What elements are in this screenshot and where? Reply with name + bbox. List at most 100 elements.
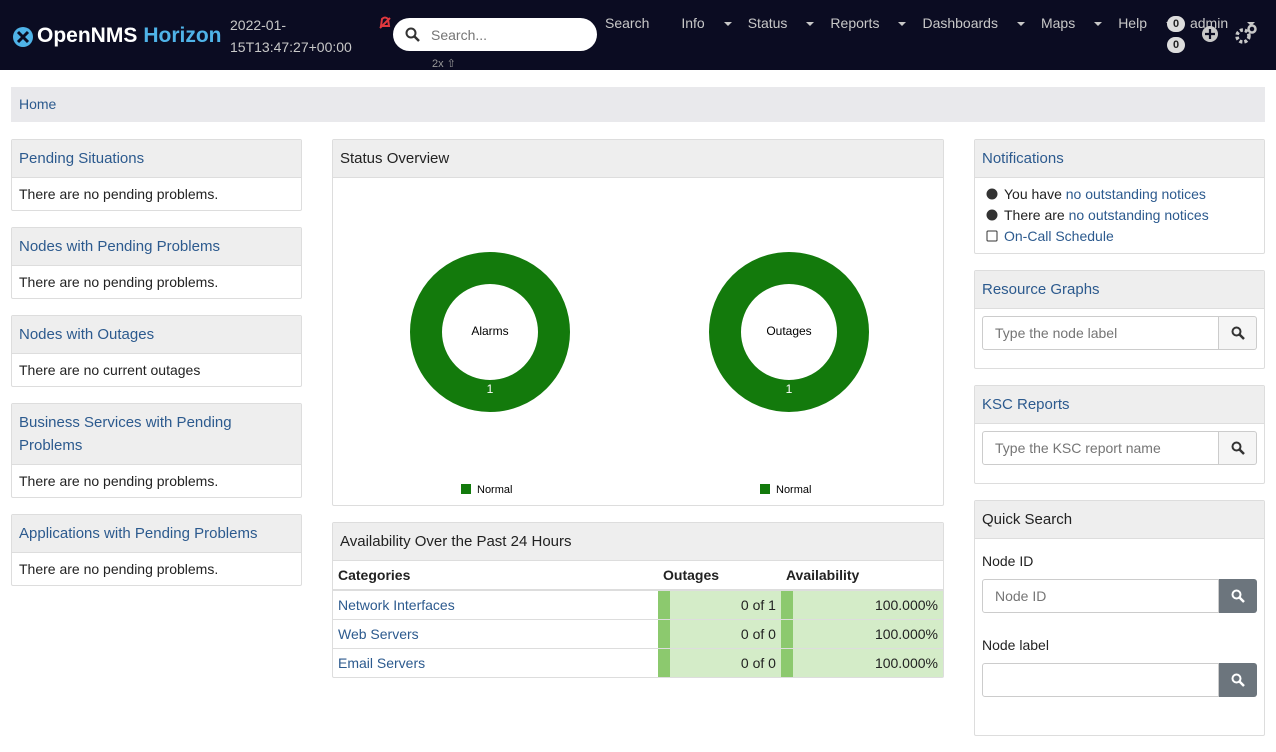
table-cell: 0 of 0 (670, 619, 781, 649)
icon-shape (1238, 448, 1245, 455)
notification-link[interactable]: no outstanding notices (1068, 207, 1209, 223)
status-panel: Status Overview 1 Alarms Normal 1 Outages Nor… (332, 139, 944, 506)
cell-text: 100.000% (874, 655, 938, 671)
panel: Pending Situations There are no pending p… (11, 139, 302, 211)
donut-value: 1 (786, 382, 793, 396)
menu-item[interactable]: Help (1118, 15, 1174, 31)
input-group (982, 316, 1257, 350)
panel-body: Node ID Node label (975, 539, 1264, 735)
table-header: Categories Outages Availability (333, 561, 943, 591)
column-header: Outages (658, 561, 781, 591)
menu-item[interactable]: admin (1190, 15, 1256, 31)
search-hint: 2x ⇧ (432, 58, 456, 70)
badge[interactable]: 0 (1167, 37, 1185, 53)
menu-item[interactable]: Search (605, 15, 665, 31)
badge[interactable]: 0 (1167, 16, 1185, 32)
breadcrumb-home[interactable]: Home (19, 96, 57, 112)
menu-item[interactable]: Reports (830, 15, 907, 31)
panel-heading[interactable]: Nodes with Outages (12, 316, 301, 354)
menu-label: Help (1118, 15, 1147, 31)
panel-heading[interactable]: Business Services with Pending Problems (12, 404, 301, 465)
notification-link[interactable]: On-Call Schedule (1004, 228, 1114, 244)
status-bar (658, 648, 670, 677)
text-input[interactable] (982, 316, 1219, 350)
panel-heading: Quick Search (975, 501, 1264, 539)
caret (1247, 22, 1256, 26)
cell-text: 0 of 0 (740, 626, 776, 642)
panel: Quick Search Node ID Node label (974, 500, 1265, 736)
panel: Nodes with Outages There are no current o… (11, 315, 302, 387)
caret (723, 22, 732, 26)
page: html,body{margin:0;padding:0;width:1276p… (0, 0, 1276, 736)
settings-icon[interactable] (1234, 23, 1258, 45)
panel: KSC Reports (974, 385, 1265, 484)
search-icon (1231, 589, 1245, 603)
panel-heading[interactable]: Applications with Pending Problems (12, 515, 301, 553)
donut-segment (709, 252, 869, 412)
category-link[interactable]: Network Interfaces (338, 597, 455, 613)
search-icon (1231, 326, 1245, 340)
search-icon (405, 27, 420, 42)
text-input[interactable] (982, 663, 1219, 697)
caret (898, 22, 907, 26)
menu-item[interactable]: Status (748, 15, 815, 31)
category-link[interactable]: Web Servers (338, 626, 419, 642)
panel: Business Services with Pending Problems T… (11, 403, 302, 498)
panel-body: There are no pending problems. (19, 473, 219, 489)
caret (1016, 22, 1025, 26)
column-header: Categories (333, 561, 658, 591)
column-header: Availability (780, 561, 943, 591)
text-input[interactable] (982, 431, 1219, 465)
brand-name: OpenNMS (37, 24, 138, 47)
brand-suffix: Horizon (143, 24, 222, 47)
status-bar (780, 619, 793, 649)
breadcrumb[interactable]: Home (11, 87, 1265, 122)
navbar: OpenNMS Horizon 2022-01-15T13:47:27+00:00… (0, 0, 1276, 70)
notification-link[interactable]: no outstanding notices (1065, 186, 1206, 202)
table-row: Email Servers 0 of 0 100.000% (333, 648, 943, 677)
search-button[interactable] (1219, 663, 1257, 697)
panel-heading[interactable]: KSC Reports (975, 386, 1264, 424)
panel-heading[interactable]: Notifications (975, 140, 1264, 178)
panel-heading[interactable]: Nodes with Pending Problems (12, 228, 301, 266)
panel-heading[interactable]: Resource Graphs (975, 271, 1264, 309)
icon (986, 188, 998, 200)
text-input[interactable] (982, 579, 1219, 613)
donut-label: Alarms (471, 324, 508, 338)
panel-body (975, 309, 1264, 368)
icon-shape (1238, 596, 1245, 603)
icon (986, 209, 998, 221)
input-group (982, 431, 1257, 465)
notification-text: You have (1004, 186, 1062, 202)
brand[interactable]: OpenNMS Horizon (37, 24, 222, 48)
left-column: Pending Situations There are no pending p… (11, 139, 302, 602)
panel-heading: Availability Over the Past 24 Hours (333, 523, 943, 561)
middle-column: Status Overview 1 Alarms Normal 1 Outages Nor… (332, 139, 944, 694)
field-label: Node label (982, 637, 1049, 653)
menu-item[interactable]: Maps (1041, 15, 1103, 31)
search-button[interactable] (1219, 316, 1257, 350)
panel: Applications with Pending Problems There … (11, 514, 302, 586)
table-cell: 100.000% (792, 589, 943, 620)
field-label: Node ID (982, 553, 1034, 569)
cell-text: 100.000% (874, 626, 938, 642)
table-cell: Network Interfaces (333, 589, 658, 620)
menu-item[interactable]: Info (681, 15, 732, 31)
panel-body: You have no outstanding notices There are… (975, 178, 1264, 253)
add-icon[interactable] (1201, 25, 1219, 43)
panel-heading[interactable]: Pending Situations (12, 140, 301, 178)
menu-label: Status (747, 15, 788, 31)
panel-body (975, 424, 1264, 483)
search-input[interactable] (393, 18, 597, 51)
status-bar (658, 619, 670, 649)
search-icon (1231, 673, 1245, 687)
donut-segment (410, 252, 570, 412)
category-link[interactable]: Email Servers (338, 655, 426, 671)
panel: Nodes with Pending Problems There are no … (11, 227, 302, 299)
table-cell: 0 of 0 (670, 648, 781, 677)
search-button[interactable] (1219, 431, 1257, 465)
search-button[interactable] (1219, 579, 1257, 613)
menu-item[interactable]: Dashboards (922, 15, 1025, 31)
table-cell: 100.000% (792, 648, 943, 677)
alert-icon (379, 16, 391, 29)
